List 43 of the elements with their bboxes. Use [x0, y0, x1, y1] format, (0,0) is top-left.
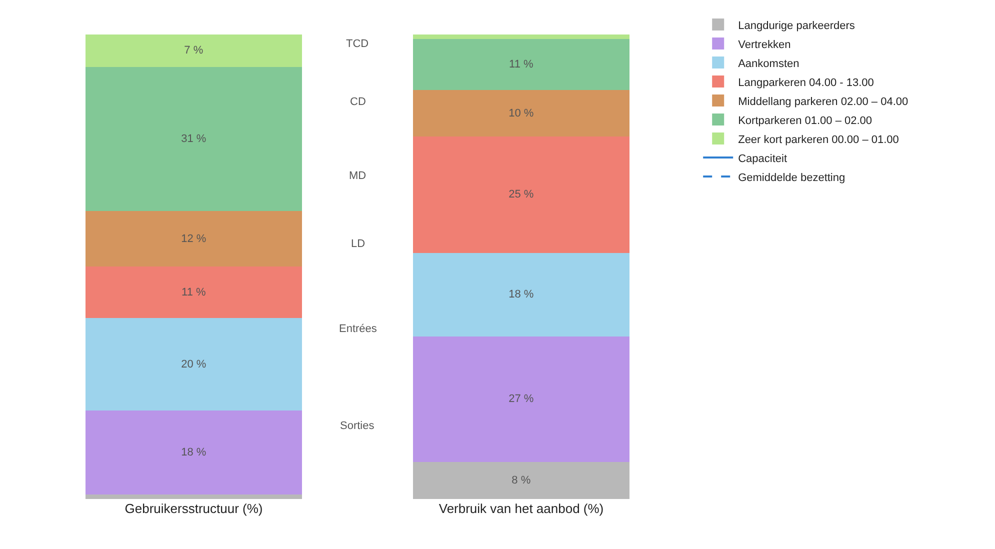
bar	[413, 462, 630, 499]
annotation: TCD	[346, 38, 369, 50]
data-label: 12 %	[181, 232, 206, 245]
data-label: 18 %	[508, 288, 534, 301]
x-tick-label: Verbruik van het aanbod (%)	[438, 501, 604, 516]
x-tick-label: Gebruikersstructuur (%)	[124, 501, 263, 516]
bar	[86, 318, 302, 411]
legend-label: Langdurige parkeerders	[738, 20, 856, 32]
legend-label: Middellang parkeren 02.00 – 04.00	[738, 96, 908, 108]
data-label: 20 %	[181, 358, 206, 370]
legend-label: Capaciteit	[738, 152, 788, 165]
legend-label: Langparkeren 04.00 - 13.00	[738, 76, 874, 89]
data-label: 8 %	[512, 474, 531, 486]
data-label: 27 %	[508, 393, 534, 406]
annotation: LD	[351, 238, 366, 250]
data-label: 10 %	[508, 107, 534, 120]
bar	[413, 34, 630, 40]
bar	[86, 494, 302, 499]
bar	[413, 90, 630, 137]
bar	[86, 34, 302, 67]
bar	[86, 410, 302, 494]
annotation: CD	[350, 96, 366, 108]
annotation: MD	[349, 170, 366, 182]
annotation: Entrées	[339, 323, 378, 335]
legend-label: Zeer kort parkeren 00.00 – 01.00	[738, 134, 899, 146]
data-label: 11 %	[509, 58, 534, 71]
data-label: 11 %	[182, 286, 206, 298]
data-label: 25 %	[508, 188, 534, 201]
data-label: 7 %	[184, 44, 204, 57]
bar	[413, 252, 630, 336]
bar	[413, 39, 630, 90]
bar	[413, 136, 630, 253]
bar	[413, 336, 630, 462]
annotation: Sorties	[340, 420, 375, 432]
legend-label: Kortparkeren 01.00 – 02.00	[738, 114, 872, 127]
legend-label: Gemiddelde bezetting	[738, 172, 846, 184]
bar	[86, 66, 302, 211]
data-label: 31 %	[181, 132, 206, 145]
legend-label: Vertrekken	[738, 38, 791, 51]
legend-label: Aankomsten	[738, 58, 800, 70]
data-label: 18 %	[181, 446, 206, 459]
bar	[86, 210, 302, 267]
bar	[86, 266, 302, 318]
